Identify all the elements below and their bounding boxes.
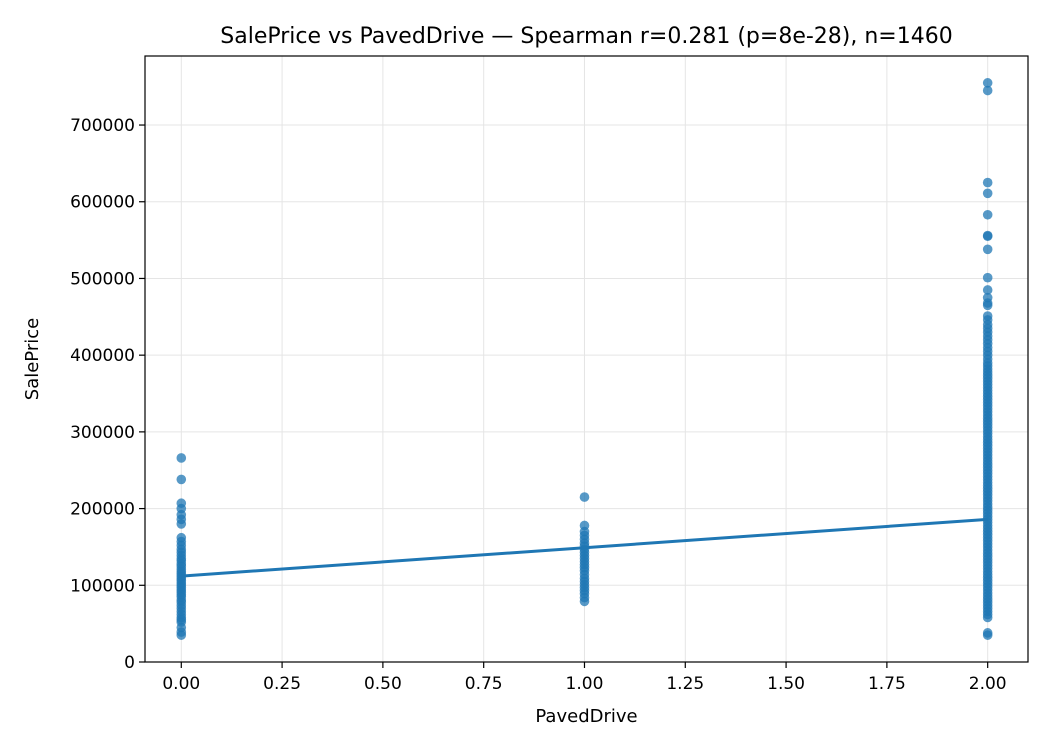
data-point (176, 498, 187, 509)
data-point (982, 628, 993, 638)
x-tick-label: 1.25 (666, 674, 704, 694)
data-point (982, 78, 993, 88)
y-tick-label: 500000 (70, 269, 135, 289)
data-point (176, 453, 187, 463)
trend-line (181, 517, 988, 578)
x-tick-label: 1.75 (868, 674, 906, 694)
trend-layer (181, 517, 988, 578)
y-tick-label: 700000 (70, 116, 135, 136)
y-axis-label: SalePrice (22, 318, 43, 400)
plot-frame (144, 55, 1029, 663)
y-tick-label: 0 (124, 653, 135, 673)
data-point (982, 230, 993, 241)
chart-title: SalePrice vs PavedDrive — Spearman r=0.2… (220, 24, 952, 49)
x-tick-label: 1.00 (566, 674, 604, 694)
data-point (982, 292, 993, 303)
y-tick-label: 300000 (70, 423, 135, 443)
x-tick-label: 0.25 (263, 674, 301, 694)
data-point (982, 188, 993, 199)
x-tick-label: 1.50 (767, 674, 805, 694)
data-point (982, 85, 993, 96)
x-axis: 0.00 0.25 0.50 0.75 1.00 1.25 1.50 1.75 2.00 (162, 662, 1007, 694)
y-tick-label: 400000 (70, 346, 135, 366)
data-point (176, 474, 187, 485)
points-layer (176, 78, 993, 640)
data-point (982, 177, 993, 188)
data-point (982, 209, 993, 220)
x-axis-label: PavedDrive (535, 706, 637, 727)
x-tick-label: 0.00 (162, 674, 200, 694)
x-tick-label: 0.50 (364, 674, 402, 694)
x-tick-label: 0.75 (465, 674, 503, 694)
data-point (579, 520, 590, 531)
grid-layer (145, 56, 1028, 663)
data-point (982, 272, 993, 283)
data-point (579, 492, 590, 502)
data-point (982, 311, 993, 321)
data-point (176, 532, 187, 543)
data-point (982, 244, 993, 255)
data-point (982, 285, 993, 295)
y-axis: 0 100000 200000 300000 400000 500000 600000 700… (70, 116, 145, 673)
y-tick-label: 600000 (70, 193, 135, 213)
y-tick-label: 100000 (70, 576, 135, 596)
y-tick-label: 200000 (70, 500, 135, 520)
x-tick-label: 2.00 (969, 674, 1007, 694)
